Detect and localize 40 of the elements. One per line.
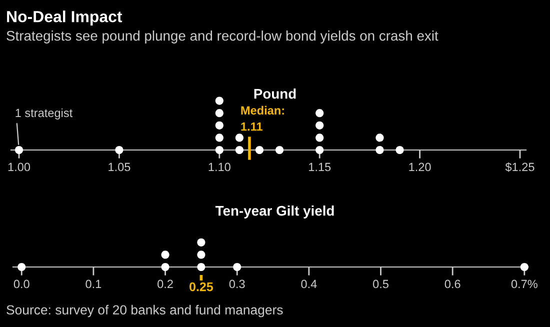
point (215, 146, 224, 154)
point (275, 146, 284, 154)
point (396, 146, 404, 154)
x-tick-label: 0.1 (86, 280, 102, 288)
text: Ten-year Gilt yield (215, 206, 334, 218)
point (255, 146, 264, 154)
x-tick-label: 0.7% (511, 280, 538, 288)
point (14, 146, 24, 154)
ref-line-label: 0.25 (190, 282, 214, 292)
x-tick-label: 0.4 (301, 280, 317, 288)
source-note: Source: survey of 20 banks and fund managers (6, 304, 283, 318)
point (215, 121, 224, 130)
annotation: 1 strategist (16, 108, 73, 120)
chart-subtitle: Strategists see pound plunge and record-low bond yields on crash exit (6, 30, 438, 44)
point (115, 146, 124, 154)
x-tick-label: 1.00 (8, 162, 30, 172)
x-tick-label: 1.15 (309, 162, 331, 172)
x-tick-label: 0.6 (444, 280, 460, 288)
chart-title: No-Deal Impact (7, 10, 122, 26)
x-tick-label: 0.0 (14, 280, 30, 288)
x-tick-label: 1.10 (208, 162, 230, 172)
point (376, 146, 384, 154)
x-tick-label: $1.25 (505, 162, 534, 172)
point (316, 109, 324, 118)
point (316, 146, 324, 154)
point (215, 109, 224, 118)
point (215, 134, 224, 142)
x-tick-label: 1.20 (409, 162, 431, 172)
x-tick-label: 0.2 (158, 280, 173, 288)
point (235, 146, 244, 154)
point (316, 134, 324, 142)
x-tick-label: 0.3 (229, 280, 245, 288)
point (376, 134, 384, 142)
x-tick-label: 0.5 (373, 280, 388, 288)
x-tick-label: 1.05 (108, 162, 130, 172)
ref-line-label: Median: 1.11 (241, 106, 284, 131)
point (235, 134, 244, 142)
text: Pound (254, 88, 296, 99)
point (316, 121, 324, 130)
point (215, 96, 224, 105)
